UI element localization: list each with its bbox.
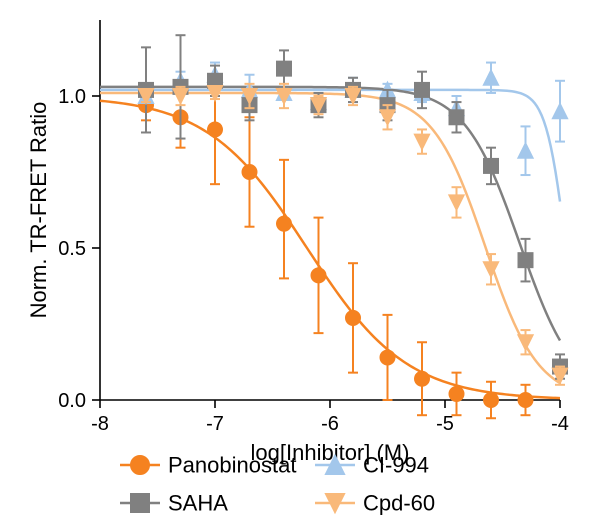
legend-item-saha: SAHA xyxy=(120,491,228,516)
x-tick-label: -8 xyxy=(91,413,109,435)
legend-label: Cpd-60 xyxy=(363,491,435,516)
y-tick-label: 1.0 xyxy=(58,86,86,108)
legend-item-cpd60: Cpd-60 xyxy=(315,491,435,516)
legend-item-panobinostat: Panobinostat xyxy=(120,453,296,478)
legend-label: CI-994 xyxy=(363,453,429,478)
x-tick-label: -7 xyxy=(206,413,224,435)
y-tick-label: 0.5 xyxy=(58,238,86,260)
fit-curve-cpd60 xyxy=(100,93,560,383)
legend-label: SAHA xyxy=(168,491,228,516)
y-axis-label: Norm. TR-FRET Ratio xyxy=(26,102,51,319)
fit-curve-panobinostat xyxy=(100,101,560,398)
x-tick-label: -5 xyxy=(436,413,454,435)
x-tick-label: -4 xyxy=(551,413,569,435)
x-tick-label: -6 xyxy=(321,413,339,435)
y-tick-label: 0.0 xyxy=(58,390,86,412)
legend-label: Panobinostat xyxy=(168,453,296,478)
fit-curve-saha xyxy=(100,87,560,341)
